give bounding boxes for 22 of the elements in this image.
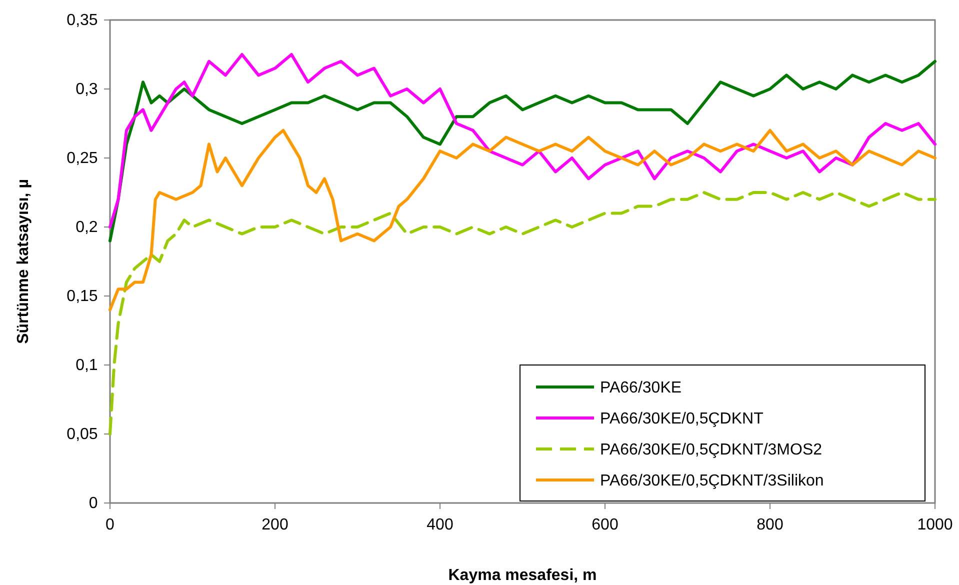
y-tick-label: 0,25 — [66, 150, 98, 168]
x-axis-title: Kayma mesafesi, m — [448, 567, 597, 584]
y-tick-label: 0,05 — [66, 426, 98, 444]
x-tick-label: 1000 — [917, 516, 953, 534]
y-tick-label: 0,15 — [66, 288, 98, 306]
y-tick-label: 0 — [88, 495, 98, 512]
x-tick-label: 200 — [262, 516, 288, 534]
y-tick-label: 0,2 — [76, 219, 98, 236]
legend-label: PA66/30KE — [600, 380, 682, 397]
y-tick-label: 0,1 — [76, 357, 98, 374]
line-series — [108, 128, 936, 312]
legend-label: PA66/30KE/0,5ÇDKNT/3MOS2 — [600, 442, 822, 459]
x-tick-label: 600 — [592, 516, 618, 534]
x-tick-label: 0 — [106, 516, 115, 534]
legend-label: PA66/30KE/0,5ÇDKNT — [600, 410, 764, 428]
x-tick-label: 800 — [756, 516, 784, 534]
line-series — [108, 191, 936, 436]
y-tick-label: 0,3 — [76, 81, 98, 98]
legend-label: PA66/30KE/0,5ÇDKNT/3Silikon — [600, 472, 824, 490]
x-tick-label: 400 — [426, 516, 454, 534]
y-axis-title: Sürtünme katsayısı, µ — [15, 179, 32, 344]
y-tick-label: 0,35 — [66, 12, 98, 30]
